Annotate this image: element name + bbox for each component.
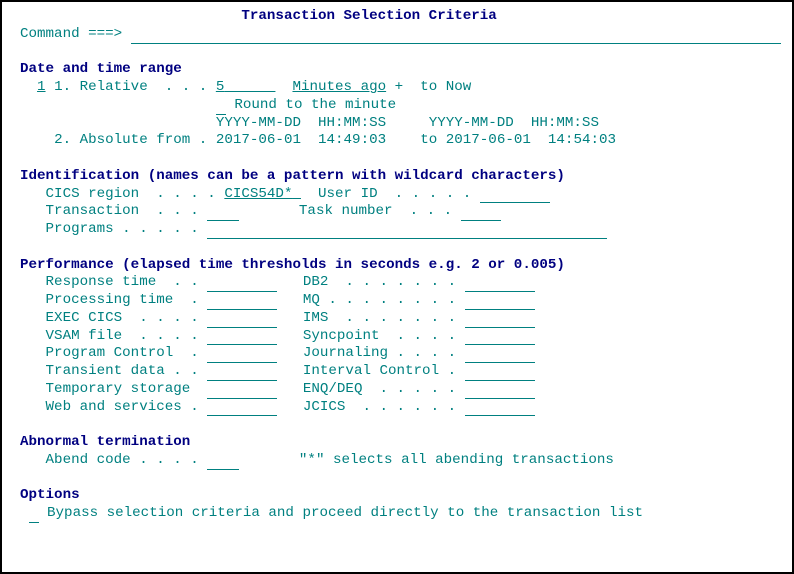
- perf-left-input[interactable]: [207, 330, 277, 345]
- perf-left-input[interactable]: [207, 348, 277, 363]
- ymd-label-2: YYYY-MM-DD HH:MM:SS: [429, 115, 599, 131]
- command-row: Command ===>: [20, 26, 774, 44]
- perf-left-label: VSAM file . . . .: [46, 328, 199, 344]
- option-selector[interactable]: 1: [37, 79, 46, 95]
- perf-right-label: Journaling . . . .: [303, 345, 456, 361]
- abend-label: Abend code . . . .: [46, 452, 199, 468]
- perf-left-input[interactable]: [207, 401, 277, 416]
- perf-right-label: Interval Control .: [303, 363, 456, 379]
- relative-row: 1 1. Relative . . . 5 Minutes ago + to N…: [20, 79, 774, 97]
- command-input[interactable]: [131, 28, 781, 43]
- perf-row: EXEC CICS . . . . IMS . . . . . . .: [20, 310, 774, 328]
- absolute-label: 2. Absolute from .: [54, 132, 207, 148]
- abend-hint: "*" selects all abending transactions: [299, 452, 614, 468]
- task-input[interactable]: [461, 206, 501, 221]
- to-date[interactable]: 2017-06-01: [446, 132, 531, 148]
- terminal-panel: Transaction Selection Criteria Command =…: [0, 0, 794, 574]
- tran-label: Transaction . . .: [46, 203, 199, 219]
- perf-right-input[interactable]: [465, 383, 535, 398]
- perf-right-input[interactable]: [465, 295, 535, 310]
- perf-left-input[interactable]: [207, 295, 277, 310]
- perf-row: Processing time . MQ . . . . . . . .: [20, 292, 774, 310]
- relative-value[interactable]: 5: [216, 79, 276, 95]
- to-time[interactable]: 14:54:03: [548, 132, 616, 148]
- to-label: to: [420, 132, 437, 148]
- from-time[interactable]: 14:49:03: [318, 132, 386, 148]
- perf-right-label: DB2 . . . . . . .: [303, 274, 456, 290]
- perf-right-label: Syncpoint . . . .: [303, 328, 456, 344]
- perf-right-input[interactable]: [465, 366, 535, 381]
- options-heading: Options: [20, 487, 774, 505]
- panel-title: Transaction Selection Criteria: [20, 8, 774, 26]
- perf-row: Temporary storage ENQ/DEQ . . . . .: [20, 381, 774, 399]
- perf-right-label: JCICS . . . . . .: [303, 399, 456, 415]
- perf-left-input[interactable]: [207, 312, 277, 327]
- prog-label: Programs . . . . .: [46, 221, 199, 237]
- perf-left-input[interactable]: [207, 277, 277, 292]
- perf-right-input[interactable]: [465, 277, 535, 292]
- perf-left-input[interactable]: [207, 366, 277, 381]
- perf-left-label: Processing time .: [46, 292, 199, 308]
- ident-row-3: Programs . . . . .: [20, 221, 774, 239]
- abend-row: Abend code . . . . "*" selects all abend…: [20, 452, 774, 470]
- perf-row: VSAM file . . . . Syncpoint . . . .: [20, 328, 774, 346]
- task-label: Task number . . .: [299, 203, 452, 219]
- perf-right-label: MQ . . . . . . . .: [303, 292, 456, 308]
- userid-label: User ID . . . . .: [318, 186, 471, 202]
- relative-plus: + to Now: [395, 79, 472, 95]
- perf-heading: Performance (elapsed time thresholds in …: [20, 257, 774, 275]
- perf-left-label: Web and services .: [46, 399, 199, 415]
- perf-left-input[interactable]: [207, 383, 277, 398]
- perf-row: Transient data . . Interval Control .: [20, 363, 774, 381]
- tran-input[interactable]: [207, 206, 239, 221]
- options-row: Bypass selection criteria and proceed di…: [20, 505, 774, 523]
- bypass-input[interactable]: [29, 508, 39, 523]
- ymd-header-row: YYYY-MM-DD HH:MM:SS YYYY-MM-DD HH:MM:SS: [20, 115, 774, 133]
- perf-right-label: ENQ/DEQ . . . . .: [303, 381, 456, 397]
- abend-heading: Abnormal termination: [20, 434, 774, 452]
- ymd-label-1: YYYY-MM-DD HH:MM:SS: [216, 115, 386, 131]
- perf-left-label: Temporary storage: [46, 381, 199, 397]
- abend-input[interactable]: [207, 454, 239, 469]
- perf-left-label: Response time . .: [46, 274, 199, 290]
- perf-left-label: Transient data . .: [46, 363, 199, 379]
- absolute-row: 2. Absolute from . 2017-06-01 14:49:03 t…: [20, 132, 774, 150]
- perf-right-input[interactable]: [465, 348, 535, 363]
- perf-right-label: IMS . . . . . . .: [303, 310, 456, 326]
- perf-right-input[interactable]: [465, 312, 535, 327]
- ident-row-2: Transaction . . . Task number . . .: [20, 203, 774, 221]
- round-label: Round to the minute: [234, 97, 396, 113]
- command-label: Command ===>: [20, 26, 122, 42]
- from-date[interactable]: 2017-06-01: [216, 132, 301, 148]
- perf-right-input[interactable]: [465, 401, 535, 416]
- perf-row: Web and services . JCICS . . . . . .: [20, 399, 774, 417]
- perf-right-input[interactable]: [465, 330, 535, 345]
- round-input[interactable]: [216, 99, 226, 114]
- relative-unit[interactable]: Minutes ago: [292, 79, 386, 95]
- ident-row-1: CICS region . . . . CICS54D* User ID . .…: [20, 186, 774, 204]
- perf-row: Program Control . Journaling . . . .: [20, 345, 774, 363]
- perf-left-label: Program Control .: [46, 345, 199, 361]
- perf-left-label: EXEC CICS . . . .: [46, 310, 199, 326]
- prog-input[interactable]: [207, 224, 607, 239]
- relative-label: 1. Relative . . .: [54, 79, 207, 95]
- perf-row: Response time . . DB2 . . . . . . .: [20, 274, 774, 292]
- cics-input[interactable]: CICS54D*: [224, 186, 301, 202]
- bypass-label: Bypass selection criteria and proceed di…: [47, 505, 643, 521]
- ident-heading: Identification (names can be a pattern w…: [20, 168, 774, 186]
- userid-input[interactable]: [480, 188, 550, 203]
- date-heading: Date and time range: [20, 61, 774, 79]
- perf-rows: Response time . . DB2 . . . . . . . Proc…: [20, 274, 774, 416]
- cics-label: CICS region . . . .: [46, 186, 216, 202]
- round-row: Round to the minute: [20, 97, 774, 115]
